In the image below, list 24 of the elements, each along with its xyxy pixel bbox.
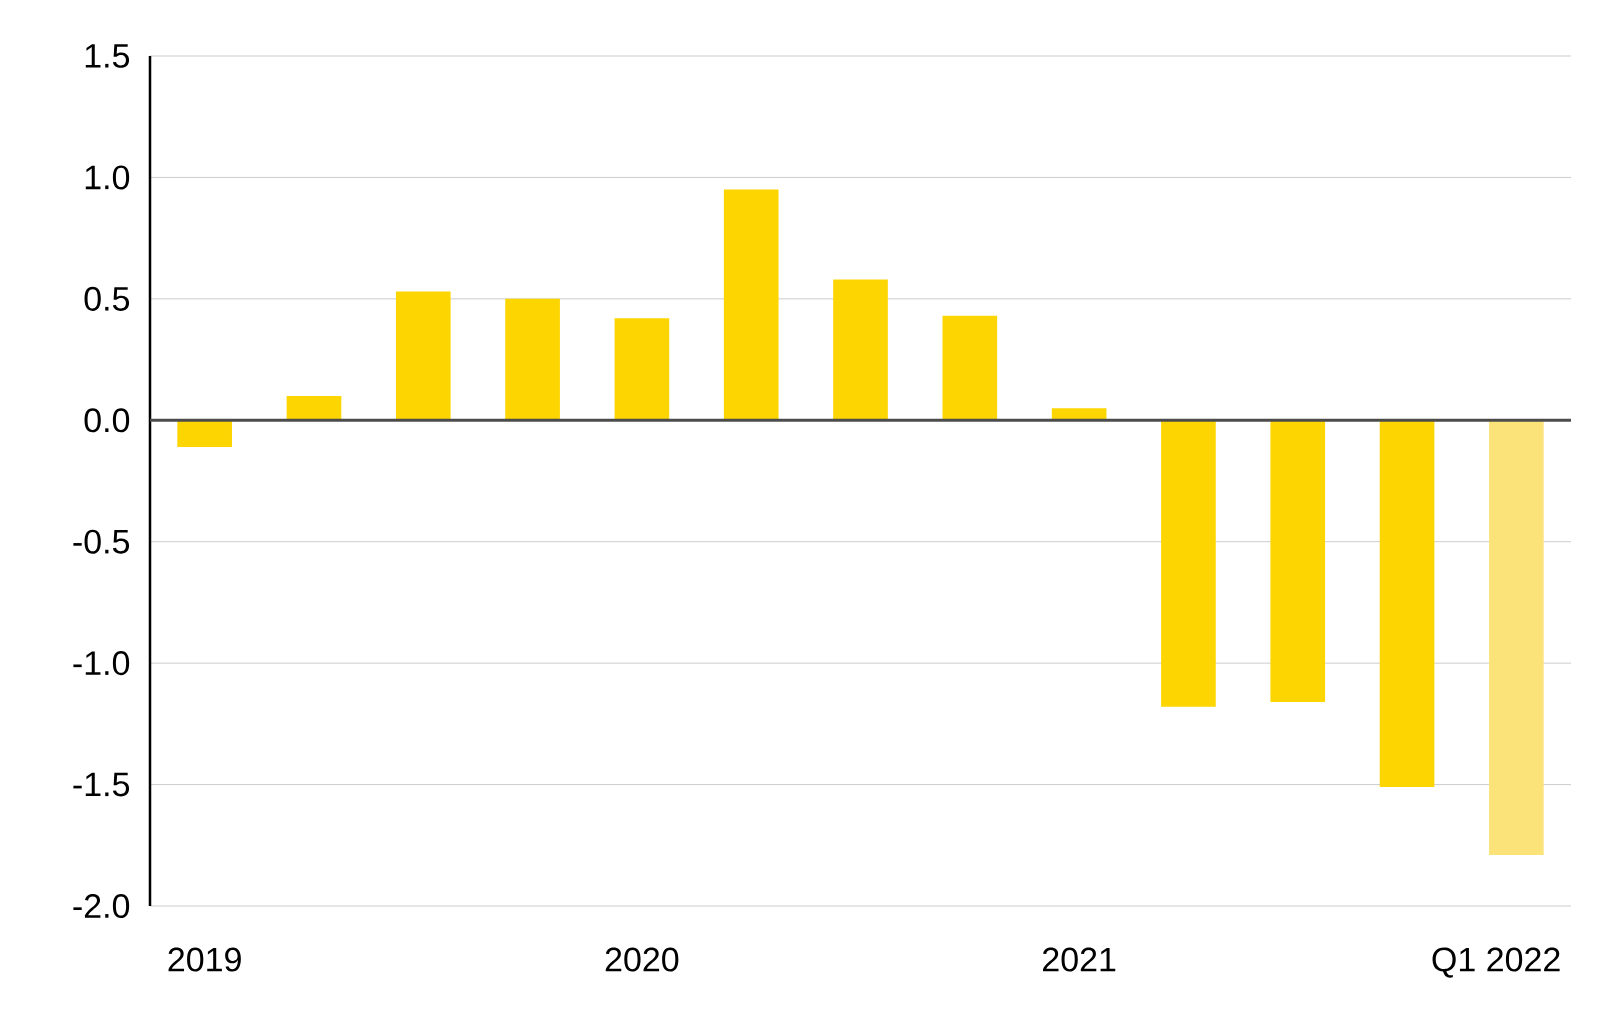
x-tick-label: 2020 <box>605 947 679 972</box>
bar <box>723 189 779 421</box>
bar <box>1379 420 1435 787</box>
x-tick-label: Q1 2022 <box>1432 947 1560 978</box>
x-tick-label: 2021 <box>1043 947 1116 972</box>
x-tick-label: 2019 <box>168 947 241 972</box>
y-tick-label: 0.5 <box>84 286 130 311</box>
y-tick-label: 1.5 <box>85 44 130 68</box>
bar <box>1161 420 1216 707</box>
bar <box>1489 420 1544 855</box>
bar <box>1270 420 1326 702</box>
y-tick-label: 0.0 <box>84 408 130 433</box>
y-tick-label: -2.0 <box>73 893 130 919</box>
bar <box>286 396 342 421</box>
y-tick-label: -1.5 <box>73 772 130 797</box>
y-tick-label: -0.5 <box>73 529 130 554</box>
y-tick-label: -1.0 <box>73 651 130 676</box>
bar <box>614 318 670 421</box>
bar <box>942 315 998 421</box>
bar <box>833 279 888 421</box>
bar <box>505 298 560 421</box>
bar <box>395 291 451 421</box>
bar <box>177 420 232 447</box>
y-tick-label: 1.0 <box>85 165 130 190</box>
